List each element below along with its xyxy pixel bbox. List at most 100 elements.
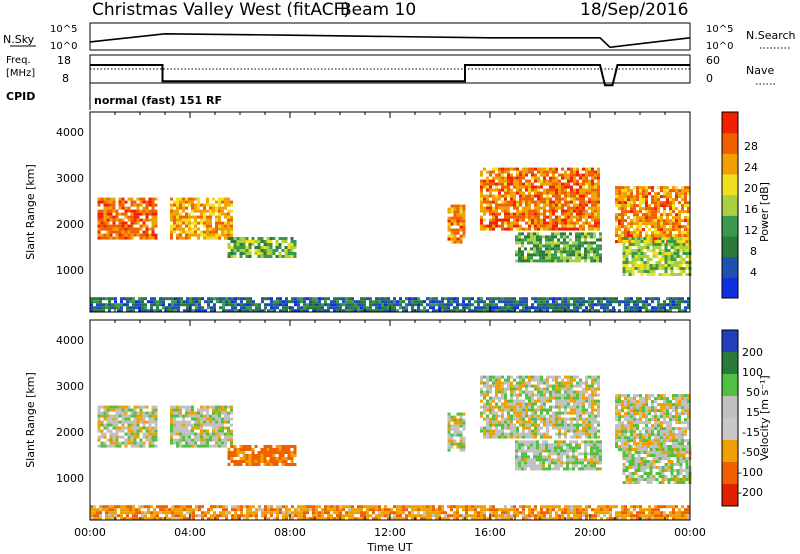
scatter-cell [170, 432, 173, 436]
scatter-cell [138, 303, 141, 307]
scatter-cell [627, 228, 630, 232]
scatter-cell [581, 256, 584, 260]
scatter-cell [536, 235, 539, 239]
scatter-cell [667, 249, 671, 252]
scatter-cell [663, 219, 666, 223]
scatter-cell [139, 411, 143, 415]
scatter-cell [682, 240, 686, 243]
scatter-cell [263, 454, 267, 457]
scatter-cell [495, 405, 498, 409]
scatter-cell [504, 378, 507, 382]
scatter-cell [151, 221, 155, 225]
scatter-cell [480, 218, 483, 222]
scatter-cell [288, 300, 291, 304]
scatter-cell [456, 240, 460, 244]
scatter-cell [591, 384, 594, 388]
scatter-cell [411, 303, 414, 307]
scatter-cell [348, 303, 351, 307]
scatter-cell [245, 460, 249, 463]
scatter-cell [197, 411, 200, 415]
scatter-cell [585, 435, 588, 439]
scatter-cell [245, 445, 249, 448]
scatter-cell [543, 179, 546, 183]
scatter-cell [621, 213, 624, 217]
scatter-cell [450, 207, 454, 211]
scatter-cell [588, 435, 591, 439]
scatter-cell [176, 206, 179, 210]
scatter-cell [570, 375, 573, 379]
scatter-cell [581, 458, 584, 462]
scatter-cell [103, 233, 107, 237]
scatter-cell [530, 235, 533, 239]
scatter-cell [678, 306, 681, 310]
scatter-cell [651, 201, 654, 205]
scatter-cell [570, 426, 573, 430]
scatter-cell [548, 253, 551, 257]
scatter-cell [483, 218, 486, 222]
scatter-cell [594, 381, 597, 385]
scatter-cell [666, 309, 669, 313]
scatter-cell [521, 461, 524, 465]
scatter-cell [587, 467, 590, 471]
scatter-cell [236, 249, 240, 252]
scatter-cell [522, 185, 525, 189]
scatter-cell [678, 234, 681, 238]
scatter-cell [486, 206, 489, 210]
scatter-cell [655, 252, 659, 255]
scatter-cell [417, 300, 420, 304]
scatter-cell [651, 427, 654, 431]
scatter-cell [245, 237, 249, 240]
scatter-cell [572, 467, 575, 471]
scatter-cell [573, 200, 576, 204]
scatter-cell [254, 240, 258, 243]
scatter-cell [546, 221, 549, 225]
scatter-cell [492, 179, 495, 183]
scatter-cell [634, 240, 638, 243]
scatter-cell [100, 209, 104, 213]
scatter-cell [618, 394, 621, 398]
scatter-cell [576, 423, 579, 427]
scatter-cell [549, 188, 552, 192]
scatter-cell [576, 396, 579, 400]
scatter-cell [567, 173, 570, 177]
scatter-cell [151, 224, 155, 228]
scatter-cell [173, 429, 176, 433]
scatter-cell [597, 381, 600, 385]
scatter-cell [669, 297, 672, 301]
scatter-cell [375, 300, 378, 304]
scatter-cell [576, 408, 579, 412]
scatter-cell [212, 230, 215, 234]
scatter-cell [522, 212, 525, 216]
scatter-cell [645, 412, 648, 416]
scatter-cell [648, 439, 651, 443]
scatter-cell [106, 224, 110, 228]
scatter-cell [218, 417, 221, 421]
scatter-cell [145, 411, 149, 415]
scatter-cell [278, 451, 282, 454]
scatter-cell [579, 414, 582, 418]
scatter-cell [537, 405, 540, 409]
scatter-cell [570, 378, 573, 382]
scatter-cell [564, 426, 567, 430]
scatter-cell [154, 233, 158, 237]
scatter-cell [510, 306, 513, 310]
scatter-cell [567, 390, 570, 394]
scatter-cell [504, 297, 507, 301]
scatter-cell [121, 408, 125, 412]
scatter-cell [594, 408, 597, 412]
scatter-cell [533, 449, 536, 453]
scatter-cell [456, 204, 460, 208]
scatter-cell [573, 417, 576, 421]
scatter-cell [224, 411, 227, 415]
scatter-cell [188, 227, 191, 231]
scatter-cell [552, 378, 555, 382]
scatter-cell [249, 306, 252, 310]
scatter-cell [162, 303, 165, 307]
scatter-cell [201, 297, 204, 301]
scatter-cell [558, 200, 561, 204]
scatter-cell [99, 300, 102, 304]
scatter-cell [573, 167, 576, 171]
scatter-cell [530, 449, 533, 453]
scatter-cell [216, 297, 219, 301]
scatter-cell [459, 424, 463, 428]
